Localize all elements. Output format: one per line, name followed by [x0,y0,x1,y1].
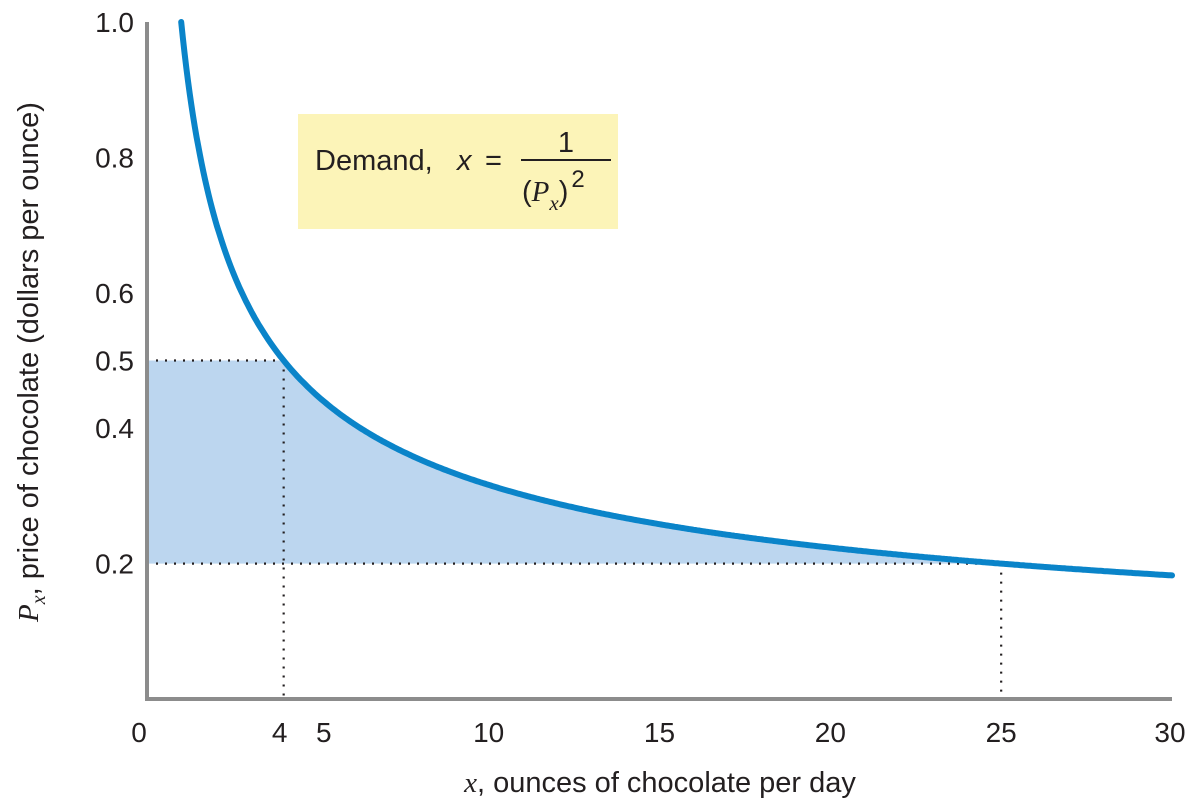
legend-denominator-var: P [531,176,550,208]
y-tick-label: 0.6 [95,278,134,309]
legend-equals: = [485,145,502,177]
x-axis-text: , ounces of chocolate per day [477,767,856,799]
shaded-area [147,360,1002,564]
y-tick-label: 1.0 [95,7,134,38]
legend-exponent: 2 [571,166,584,193]
y-tick-label: 0.8 [95,142,134,173]
legend: Demand, x = 1 (Px) 2 [298,114,618,229]
x-tick-label: 15 [644,717,675,748]
reference-lines [147,359,1003,699]
y-axis-sub: x [28,595,50,605]
x-tick-label: 25 [986,717,1017,748]
x-tick-label: 4 [272,717,288,748]
legend-numerator: 1 [558,127,574,159]
x-axis-var: x [463,767,477,799]
y-tick-label: 0.2 [95,549,134,580]
y-axis-text: , price of chocolate (dollars per ounce) [13,102,45,595]
y-tick-labels: 1.0 0.8 0.6 0.5 0.4 0.2 [95,7,134,580]
x-tick-label: 30 [1154,717,1185,748]
x-tick-label: 0 [131,717,147,748]
legend-background [298,114,618,229]
y-axis-title: Px, price of chocolate (dollars per ounc… [13,102,50,623]
y-axis-var: P [13,604,45,623]
legend-paren-close: ) [559,176,569,208]
y-tick-label: 0.5 [95,346,134,377]
legend-denominator: (Px) 2 [522,166,585,215]
x-tick-labels: 0 4 5 10 15 20 25 30 [131,717,1185,748]
legend-label: Demand, [315,145,433,177]
demand-curve [178,19,1175,579]
x-tick-label: 20 [815,717,846,748]
y-tick-label: 0.4 [95,413,134,444]
x-axis-title: x, ounces of chocolate per day [463,767,856,799]
legend-paren-open: ( [522,176,532,208]
legend-denominator-sub: x [548,191,559,215]
legend-var: x [455,145,473,177]
x-tick-label: 5 [316,717,332,748]
x-tick-label: 10 [473,717,504,748]
